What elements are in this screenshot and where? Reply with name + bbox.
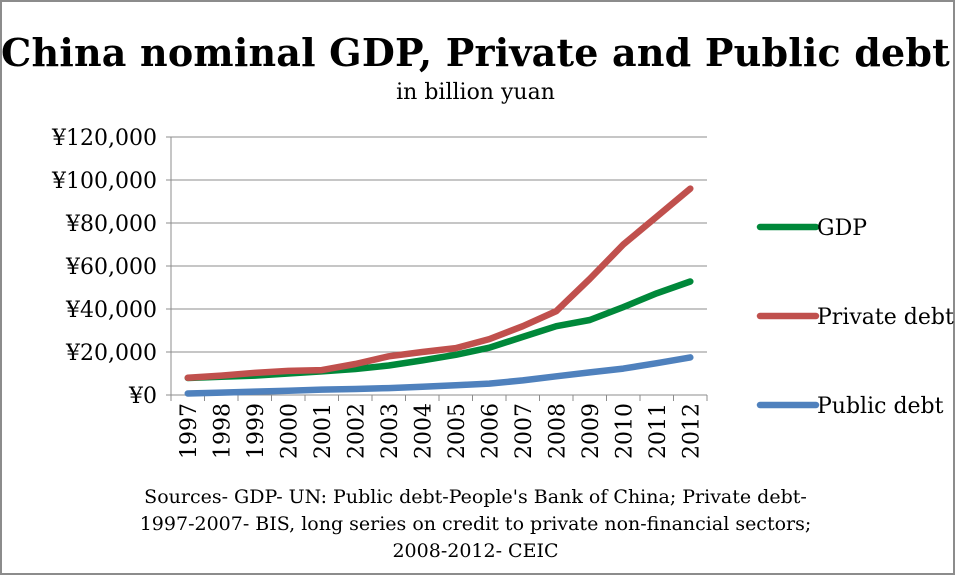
series-line-gdp <box>184 278 694 382</box>
x-tick-label: 2010 <box>612 403 637 459</box>
x-tick-label: 2002 <box>344 403 369 459</box>
x-tick-label: 1999 <box>244 403 269 459</box>
x-tick-label: 2009 <box>579 403 604 459</box>
y-tick-label: ¥60,000 <box>65 255 157 280</box>
gridlines <box>171 136 707 353</box>
y-tick-label: ¥20,000 <box>65 341 157 366</box>
x-tick-label: 2006 <box>478 403 503 459</box>
y-tick-label: ¥80,000 <box>65 212 157 237</box>
source-line-1: Sources- GDP- UN: Public debt-People's B… <box>144 486 807 508</box>
x-tick-label: 1998 <box>210 403 235 459</box>
y-tick-label: ¥120,000 <box>51 126 157 151</box>
axes <box>166 136 708 401</box>
y-tick-label: ¥0 <box>128 384 157 409</box>
legend-label: Public debt <box>817 394 944 419</box>
x-tick-label: 2005 <box>445 403 470 459</box>
x-tick-label: 2008 <box>545 403 570 459</box>
x-tick-label: 2012 <box>679 403 704 459</box>
source-line-2: 1997-2007- BIS, long series on credit to… <box>139 512 812 535</box>
x-tick-label: 2004 <box>411 403 436 459</box>
source-line-3: 2008-2012- CEIC <box>392 539 559 562</box>
y-tick-label: ¥100,000 <box>51 169 157 194</box>
x-tick-label: 1997 <box>177 403 202 459</box>
series-lines <box>184 185 694 397</box>
x-tick-label: 2011 <box>646 403 671 459</box>
x-tick-label: 2000 <box>277 403 302 459</box>
x-tick-label: 2003 <box>378 403 403 459</box>
chart-subtitle: in billion yuan <box>396 80 555 105</box>
x-tick-label: 2001 <box>311 403 336 459</box>
y-tick-label: ¥40,000 <box>65 298 157 323</box>
legend-label: GDP <box>817 216 867 241</box>
source-note: Sources- GDP- UN: Public debt-People's B… <box>40 484 911 565</box>
series-line-public-debt <box>184 354 694 397</box>
legend-label: Private debt <box>817 305 954 330</box>
legend: GDP Private debt Public debt <box>756 216 954 419</box>
series-line-private-debt <box>184 185 694 382</box>
y-tick-labels: ¥0 ¥20,000 ¥40,000 ¥60,000 ¥80,000 ¥100,000 ¥1… <box>51 126 157 409</box>
x-tick-label: 2007 <box>512 403 537 459</box>
x-tick-labels: 1997 1998 1999 2000 2001 2002 2003 2004 2005 2006… <box>177 403 705 459</box>
chart-title: China nominal GDP, Private and Public de… <box>1 30 950 75</box>
